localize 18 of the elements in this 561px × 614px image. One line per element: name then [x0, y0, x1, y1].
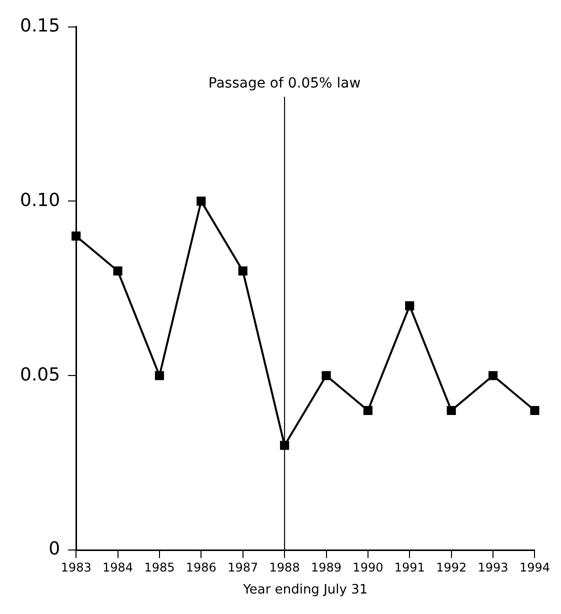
x-tick-label: 1992: [436, 560, 467, 574]
x-tick-label: 1994: [519, 560, 550, 574]
x-tick-label: 1991: [394, 560, 425, 574]
x-tick-label: 1983: [60, 560, 92, 574]
x-tick-label: 1989: [310, 560, 342, 574]
x-tick-label: 1987: [228, 560, 258, 574]
y-tick-label: 0.05: [20, 364, 60, 386]
x-tick-label: 1985: [144, 560, 175, 574]
ref-line-label: Passage of 0.05% law: [208, 75, 361, 92]
x-tick-label: 1993: [478, 560, 508, 574]
y-tick-label: 0.15: [20, 15, 60, 36]
y-tick-label: 0.10: [20, 190, 60, 211]
x-tick-label: 1988: [269, 560, 300, 574]
y-tick-label: 0: [48, 538, 60, 560]
x-tick-label: 1986: [186, 560, 216, 574]
x-tick-label: 1990: [352, 560, 384, 574]
x-axis-title: Year ending July 31: [242, 582, 368, 598]
x-tick-label: 1984: [102, 560, 134, 574]
